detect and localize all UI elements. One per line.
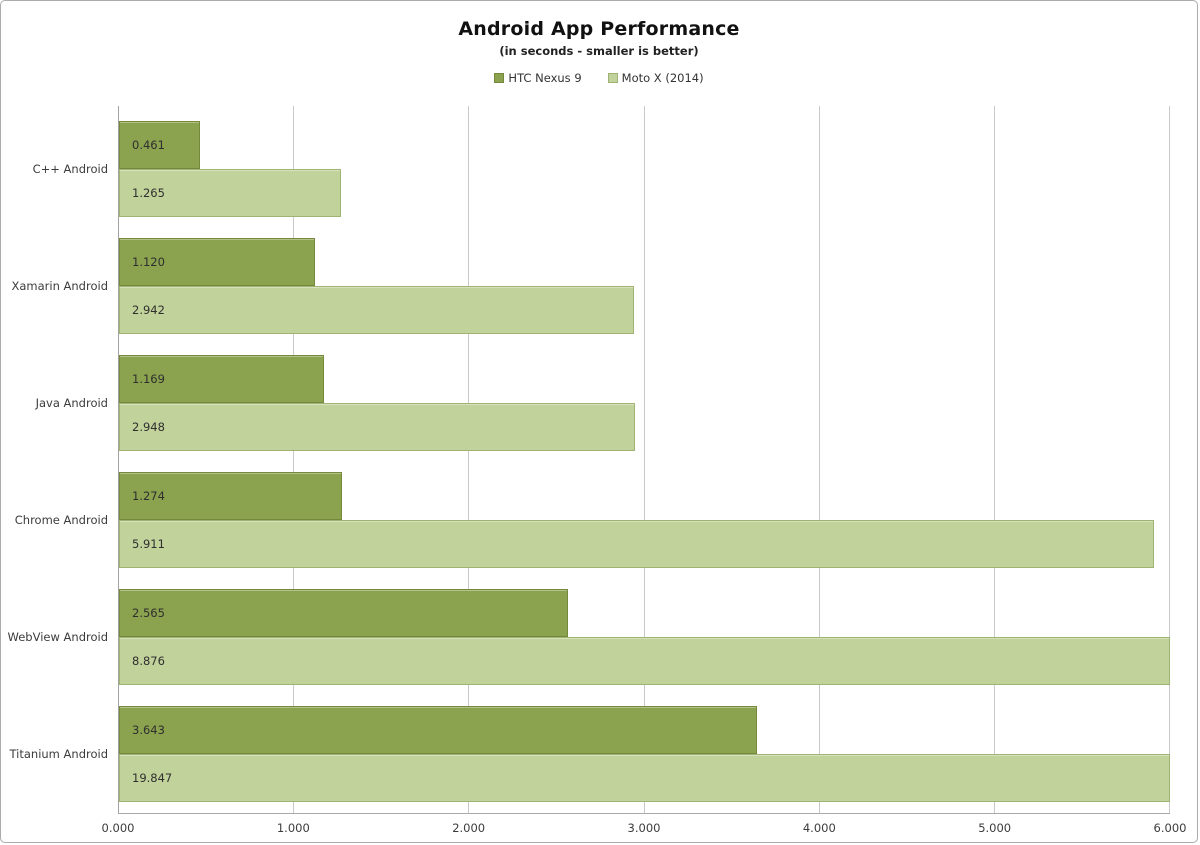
legend-swatch-htc-nexus-9: [494, 73, 505, 83]
legend-item-htc-nexus-9: HTC Nexus 9: [494, 71, 582, 85]
x-tick-label: 2.000: [452, 821, 486, 835]
gridline: [293, 106, 295, 813]
gridline: [468, 106, 470, 813]
bar-group: Java Android 1.169 2.948: [36, 355, 1170, 451]
value-label: 1.265: [132, 186, 165, 200]
bar-moto-x-2014-: 5.911: [119, 520, 1155, 568]
bar-htc-nexus-9: 2.565: [119, 589, 569, 637]
bar-moto-x-2014-: 2.942: [119, 286, 635, 334]
value-label: 5.911: [132, 537, 165, 551]
x-tick-label: 0.000: [101, 821, 135, 835]
bar-htc-nexus-9: 1.274: [119, 472, 343, 520]
category-label: Titanium Android: [9, 747, 108, 761]
chart-title: Android App Performance: [458, 18, 740, 40]
value-label: 1.274: [132, 489, 165, 503]
value-label: 1.120: [132, 255, 165, 269]
bar-moto-x-2014-: 2.948: [119, 403, 636, 451]
gridline: [1169, 106, 1170, 813]
x-tick-label: 4.000: [802, 821, 836, 835]
category-label: Xamarin Android: [11, 279, 108, 293]
value-label: 19.847: [132, 771, 173, 785]
category-label: C++ Android: [32, 162, 108, 176]
bar-group: C++ Android 0.461 1.265: [33, 121, 1170, 217]
category-label: Java Android: [35, 396, 108, 410]
bar-htc-nexus-9: 0.461: [119, 121, 200, 169]
bar-htc-nexus-9: 1.120: [119, 238, 316, 286]
value-label: 3.643: [132, 723, 165, 737]
bar-group: Xamarin Android 1.120 2.942: [11, 238, 1170, 334]
value-label: 2.942: [132, 303, 165, 317]
category-label: Chrome Android: [14, 513, 108, 527]
bar-moto-x-2014-: 8.876: [119, 637, 1170, 685]
legend-label-htc-nexus-9: HTC Nexus 9: [508, 71, 582, 85]
x-tick-label: 5.000: [978, 821, 1012, 835]
category-label: WebView Android: [7, 630, 108, 644]
legend-swatch-moto-x: [607, 73, 618, 83]
x-axis-tick-labels: 0.000 1.000 2.000 3.000 4.000 5.000 6.000: [102, 821, 1187, 837]
bar-htc-nexus-9: 1.169: [119, 355, 324, 403]
legend: HTC Nexus 9 Moto X (2014): [1, 71, 1197, 85]
value-label: 8.876: [132, 654, 165, 668]
gridline: [993, 106, 995, 813]
value-label: 0.461: [132, 138, 165, 152]
x-tick-label: 3.000: [627, 821, 661, 835]
bar-rows: C++ Android 0.461 1.265 Xamarin Android 1.12…: [8, 121, 1170, 802]
value-label: 2.948: [132, 420, 165, 434]
chart-subtitle: (in seconds - smaller is better): [499, 44, 699, 58]
bar-moto-x-2014-: 19.847: [119, 754, 1170, 802]
value-label: 2.565: [132, 606, 165, 620]
gridline: [818, 106, 820, 813]
gridline: [643, 106, 645, 813]
legend-label-moto-x: Moto X (2014): [621, 71, 704, 85]
bar-group: WebView Android 2.565 8.876: [8, 589, 1170, 685]
x-tick-label: 6.000: [1153, 821, 1187, 835]
bar-moto-x-2014-: 1.265: [119, 169, 341, 217]
plot-area: C++ Android 0.461 1.265 Xamarin Android 1.12…: [8, 106, 1170, 814]
x-tick-label: 1.000: [276, 821, 310, 835]
value-label: 1.169: [132, 372, 165, 386]
bar-group: Chrome Android 1.274 5.911: [15, 472, 1170, 568]
bar-htc-nexus-9: 3.643: [119, 706, 758, 754]
legend-item-moto-x: Moto X (2014): [607, 71, 704, 85]
bar-group: Titanium Android 3.643 19.847: [9, 706, 1170, 802]
